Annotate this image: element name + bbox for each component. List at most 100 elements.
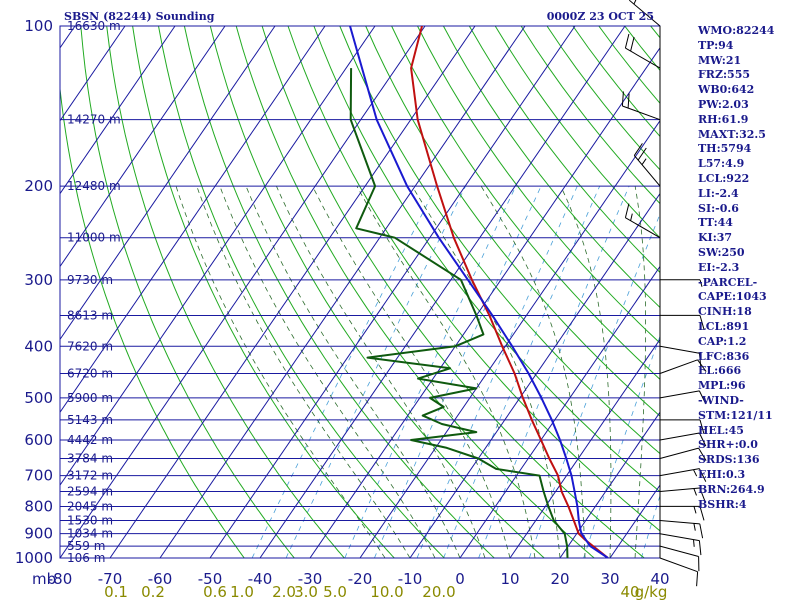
wind-barb	[659, 533, 702, 556]
index-item: -WIND-	[698, 393, 744, 407]
index-item: TT:44	[698, 216, 733, 230]
index-item: PW:2.03	[698, 97, 749, 111]
wind-barb	[659, 468, 707, 482]
wind-barb	[659, 359, 707, 374]
isotherm	[60, 26, 226, 268]
pressure-tick-label: 400	[24, 337, 53, 355]
dry-adiabat	[209, 26, 545, 558]
mixing-ratio-label: 10.0	[370, 583, 403, 600]
index-item: MW:21	[698, 53, 742, 67]
mixing-ratio-label: 0.6	[203, 583, 227, 600]
moist-adiabat	[196, 185, 411, 558]
pressure-tick-label: 300	[24, 271, 53, 289]
index-item: SW:250	[698, 245, 745, 259]
index-item: LI:-2.4	[698, 186, 739, 200]
index-item: TP:94	[698, 38, 734, 52]
profile-traces	[349, 26, 609, 558]
sounding-time: 0000Z 23 OCT 25	[547, 10, 654, 23]
dry-adiabat	[158, 26, 445, 558]
wind-barb	[628, 0, 661, 27]
wind-barb	[624, 33, 661, 69]
height-label: 12480 m	[67, 179, 121, 193]
mixing-ratio-label: 1.0	[230, 583, 254, 600]
height-label: 1530 m	[67, 513, 113, 527]
isotherm	[359, 119, 660, 558]
isotherm	[409, 192, 660, 558]
index-item: FRZ:555	[698, 68, 751, 82]
height-label: 7620 m	[67, 339, 113, 353]
wind-barb	[659, 390, 707, 405]
isotherm	[159, 26, 526, 558]
moist-adiabat	[312, 185, 511, 558]
pressure-tick-label: 1000	[15, 549, 53, 567]
mixing-ratio-label: 5.0	[323, 583, 347, 600]
temperature-tick-label: 40	[650, 570, 669, 588]
height-label: 11000 m	[67, 231, 121, 245]
index-item: CINH:18	[698, 305, 752, 319]
mixing-ratio-label: 2.0	[272, 583, 296, 600]
index-item: SI:-0.6	[698, 201, 739, 215]
isotherm	[60, 26, 176, 195]
index-item: EL:666	[698, 364, 742, 378]
wind-barb	[633, 143, 661, 187]
height-label: 1034 m	[67, 527, 113, 541]
mixing-ratio-line	[478, 185, 630, 558]
isotherm	[60, 26, 276, 341]
isotherm	[509, 338, 660, 558]
pressure-tick-label: 900	[24, 525, 53, 543]
index-item: LFC:836	[698, 349, 750, 363]
isotherm	[259, 26, 626, 558]
height-label: 3172 m	[67, 469, 113, 483]
wind-barb	[659, 345, 702, 368]
dry-adiabat	[132, 26, 395, 558]
dry-adiabat	[313, 26, 660, 493]
temperature-tick-label: 30	[600, 570, 619, 588]
isotherm	[60, 26, 326, 414]
height-label: 4442 m	[67, 433, 113, 447]
wind-barb	[659, 432, 707, 447]
pressure-tick-label: 100	[24, 17, 53, 35]
index-item: CAPE:1043	[698, 290, 767, 304]
pressure-tick-label: 500	[24, 389, 53, 407]
temperature-tick-label: -70	[98, 570, 123, 588]
wind-barb	[660, 505, 705, 521]
dry-adiabat	[183, 26, 495, 558]
pressure-tick-label: 600	[24, 431, 53, 449]
isotherm	[559, 411, 660, 558]
isotherm	[60, 26, 376, 487]
isotherm	[60, 26, 426, 558]
height-label: 8613 m	[67, 308, 113, 322]
isotherm	[60, 26, 126, 122]
index-item: LCL:922	[698, 171, 750, 185]
mixing-ratio-line	[443, 185, 601, 558]
moist-adiabat	[634, 186, 646, 558]
height-label: 2045 m	[67, 499, 113, 513]
height-label: 14270 m	[67, 113, 121, 127]
temperature-tick-label: -80	[48, 570, 73, 588]
dewpoint-trace	[349, 68, 569, 558]
index-item: SHR+:0.0	[698, 438, 758, 452]
temperature-tick-label: 20	[550, 570, 569, 588]
temperature-tick-label: -50	[198, 570, 223, 588]
index-item: WB0:642	[698, 83, 755, 97]
mixing-ratio-line	[528, 213, 660, 558]
parcel-trace	[349, 26, 609, 558]
isotherms	[60, 26, 660, 558]
temperature-tick-label: -10	[398, 570, 423, 588]
isobars	[59, 25, 661, 559]
index-item: EHI:0.3	[698, 467, 746, 481]
wind-barb	[659, 520, 704, 539]
height-label: 3784 m	[67, 451, 113, 465]
mixing-ratio-label: 20.0	[422, 583, 455, 600]
pressure-tick-label: 800	[24, 497, 53, 515]
mixing-ratio-label: 0.2	[141, 583, 165, 600]
index-item: BRN:264.9	[698, 482, 765, 496]
pressure-tick-label: 700	[24, 467, 53, 485]
temperature-tick-label: 10	[500, 570, 519, 588]
index-item: EI:-2.3	[698, 260, 740, 274]
wind-barb	[624, 203, 661, 239]
height-label: 2594 m	[67, 485, 113, 499]
